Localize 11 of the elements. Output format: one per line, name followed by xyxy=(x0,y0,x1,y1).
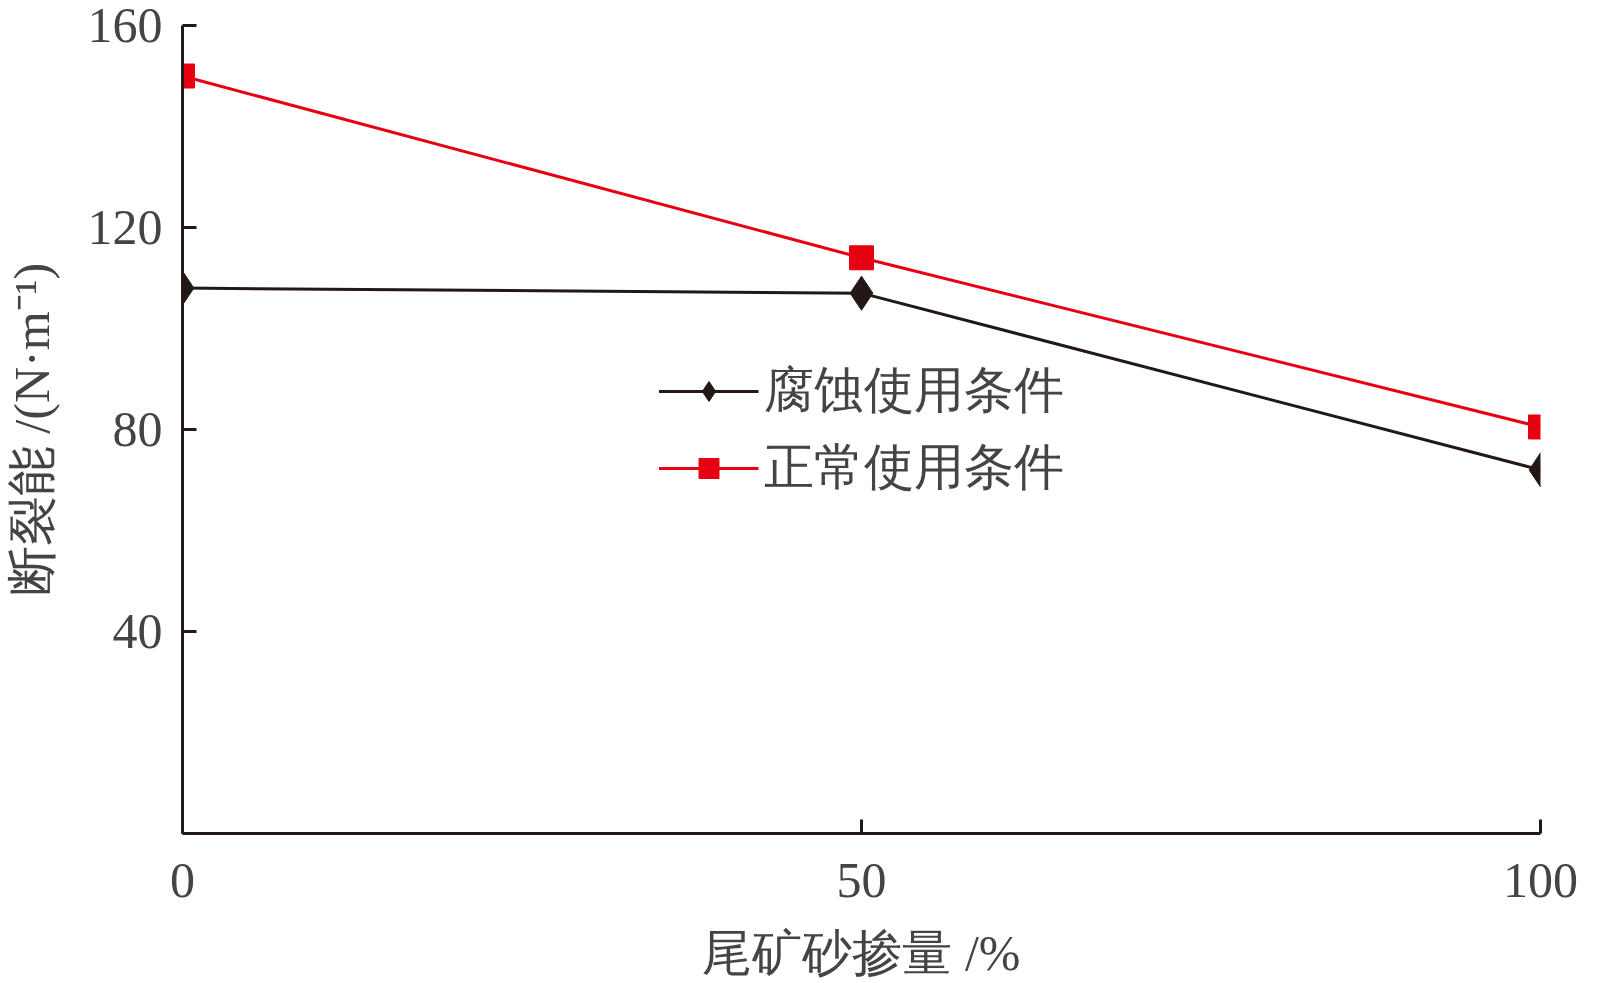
y-tick-label: 160 xyxy=(87,0,163,53)
legend-label: 正常使用条件 xyxy=(763,438,1064,497)
x-tick-label: 50 xyxy=(836,851,887,908)
x-tick-label: 0 xyxy=(170,851,195,908)
y-axis-title: 断裂能 /(N·m⁻¹) xyxy=(3,262,60,597)
legend-label: 腐蚀使用条件 xyxy=(763,361,1064,420)
y-tick-label: 80 xyxy=(112,401,163,457)
x-tick-label: 100 xyxy=(1503,851,1578,908)
y-tick-label: 40 xyxy=(112,603,163,659)
x-axis-title: 尾矿砂掺量 /% xyxy=(702,924,1021,981)
y-tick-label: 120 xyxy=(87,199,163,255)
